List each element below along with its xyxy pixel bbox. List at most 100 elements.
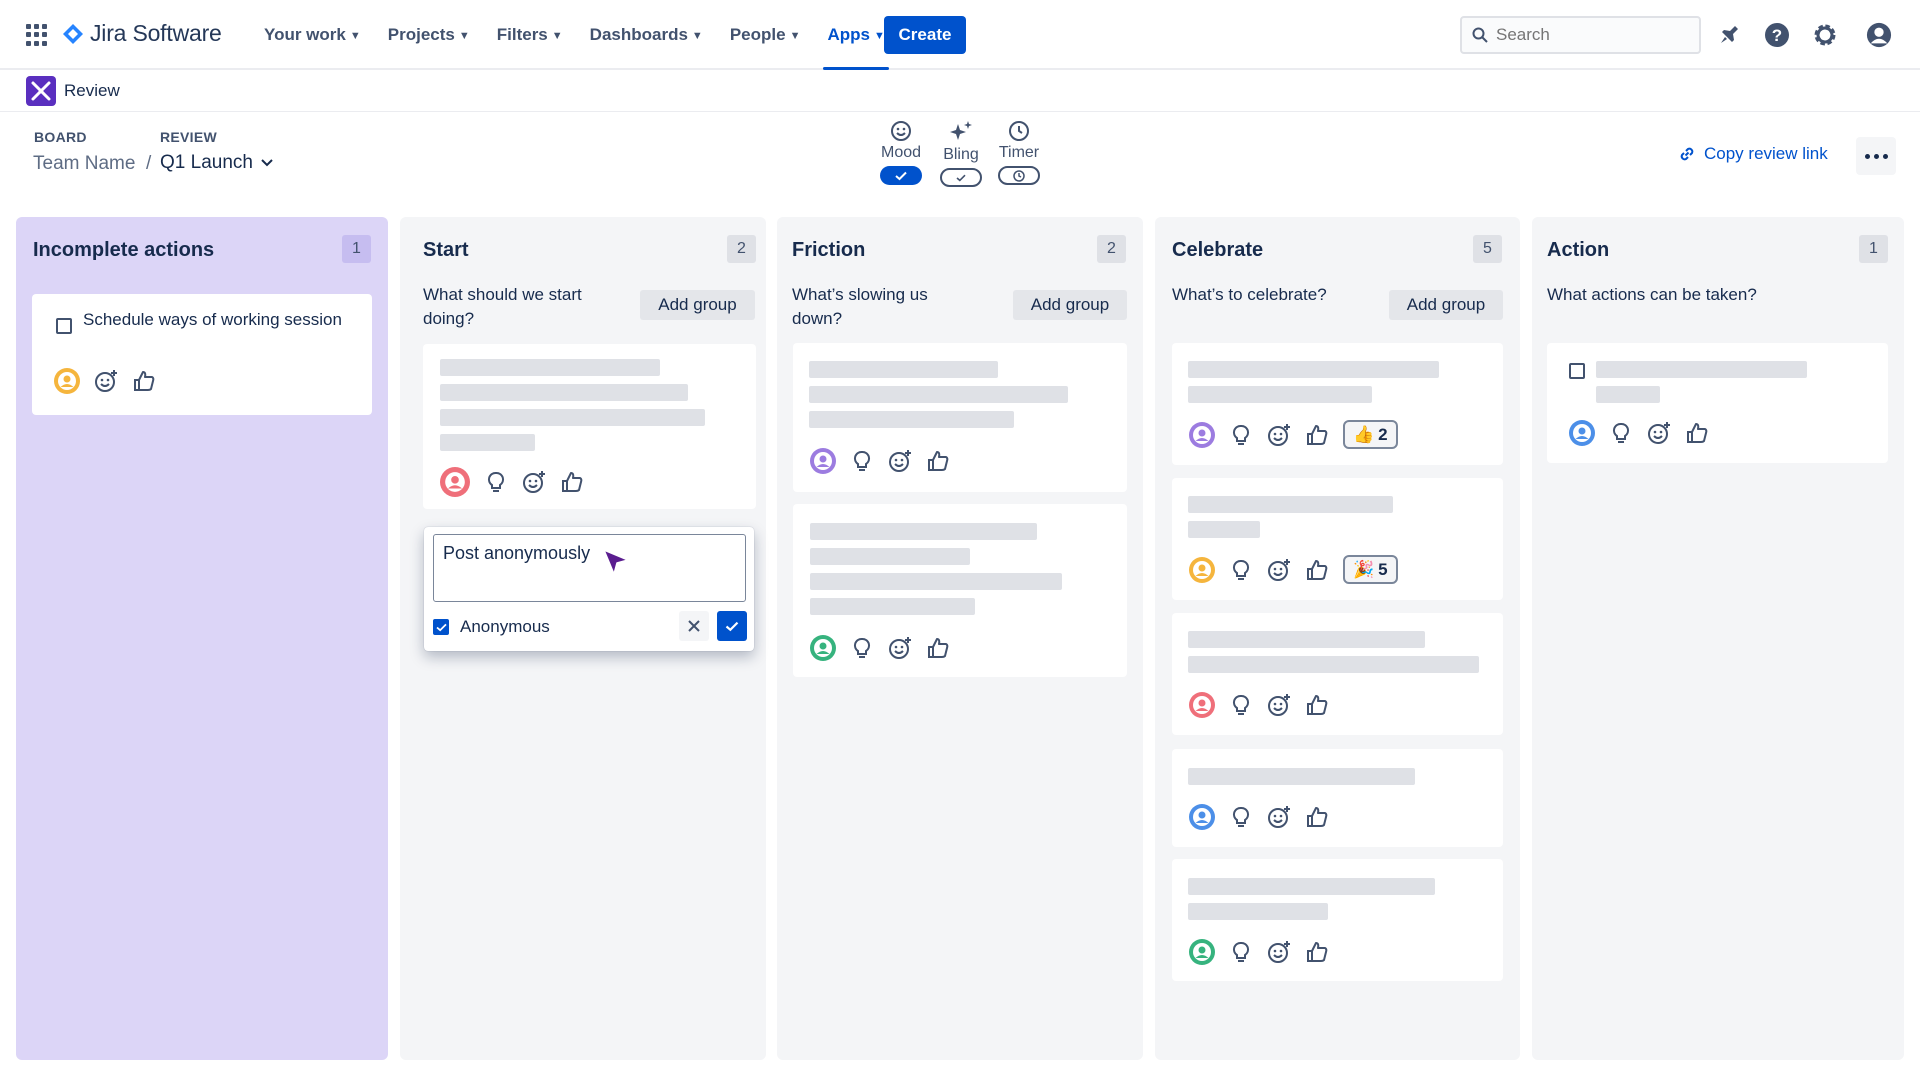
party-emoji: 🎉: [1353, 559, 1375, 579]
search-input[interactable]: [1496, 25, 1686, 45]
notification-icon[interactable]: [1716, 22, 1742, 48]
post-input[interactable]: Post anonymously: [433, 534, 746, 602]
add-reaction-icon[interactable]: [94, 369, 118, 393]
action-checkbox[interactable]: [56, 318, 72, 334]
thumbs-up-icon[interactable]: [1685, 421, 1709, 445]
column-celebrate: Celebrate 5 What’s to celebrate? Add gro…: [1155, 217, 1520, 1060]
user-icon: [814, 452, 832, 470]
review-label: REVIEW: [160, 129, 218, 145]
column-incomplete-actions: Incomplete actions 1 Schedule ways of wo…: [16, 217, 388, 1060]
add-group-button[interactable]: Add group: [1013, 290, 1127, 320]
retro-card[interactable]: [1172, 859, 1503, 981]
thumbs-up-icon[interactable]: [926, 636, 950, 660]
nav-filters[interactable]: Filters ▼: [496, 25, 563, 44]
action-card[interactable]: [1547, 343, 1888, 463]
cancel-button[interactable]: [679, 611, 709, 641]
add-reaction-icon[interactable]: [1647, 421, 1671, 445]
retro-card[interactable]: [423, 344, 756, 509]
add-reaction-icon[interactable]: [1267, 805, 1291, 829]
add-reaction-icon[interactable]: [1267, 558, 1291, 582]
nav-people[interactable]: People ▼: [729, 25, 801, 44]
settings-icon[interactable]: [1812, 22, 1838, 48]
lightbulb-icon[interactable]: [1229, 805, 1253, 829]
thumbs-up-icon[interactable]: [1305, 693, 1329, 717]
lightbulb-icon[interactable]: [1609, 421, 1633, 445]
more-dot-icon: [1873, 153, 1879, 159]
bling-tool[interactable]: Bling: [940, 120, 982, 187]
lightbulb-icon[interactable]: [850, 449, 874, 473]
create-button[interactable]: Create: [884, 16, 966, 54]
user-icon: [814, 639, 832, 657]
nav-dashboards[interactable]: Dashboards ▼: [589, 25, 703, 44]
add-reaction-icon[interactable]: [1267, 940, 1291, 964]
anonymous-checkbox[interactable]: [433, 619, 449, 635]
card-actions: [1569, 420, 1709, 446]
lightbulb-icon[interactable]: [850, 636, 874, 660]
copy-review-link[interactable]: Copy review link: [1678, 144, 1828, 164]
bling-toggle[interactable]: [940, 168, 982, 187]
thumbs-up-icon[interactable]: [132, 369, 156, 393]
card-actions: [810, 635, 950, 661]
team-name-link[interactable]: Team Name: [33, 153, 136, 174]
retro-card[interactable]: [793, 343, 1127, 492]
lightbulb-icon[interactable]: [1229, 423, 1253, 447]
retro-card[interactable]: 🎉 5: [1172, 478, 1503, 600]
clock-icon: [1013, 169, 1025, 182]
thumbs-up-icon[interactable]: [560, 470, 584, 494]
action-checkbox[interactable]: [1569, 363, 1585, 379]
chevron-down-icon: ▼: [691, 30, 703, 42]
nav-your-work[interactable]: Your work ▼: [264, 25, 361, 44]
action-card[interactable]: Schedule ways of working session: [32, 294, 372, 415]
reaction-badge[interactable]: 🎉 5: [1343, 555, 1398, 584]
add-reaction-icon[interactable]: [888, 449, 912, 473]
project-title[interactable]: Review: [64, 81, 120, 100]
check-icon: [895, 171, 907, 180]
review-selector[interactable]: Q1 Launch: [160, 152, 273, 174]
more-actions-button[interactable]: [1856, 137, 1896, 175]
profile-icon[interactable]: [1866, 22, 1892, 48]
placeholder-line: [440, 434, 535, 451]
board-label: BOARD: [34, 129, 87, 145]
thumbs-up-icon[interactable]: [1305, 805, 1329, 829]
mood-tool[interactable]: Mood: [880, 120, 922, 185]
help-icon[interactable]: ?: [1764, 22, 1790, 48]
add-reaction-icon[interactable]: [1267, 693, 1291, 717]
add-group-button[interactable]: Add group: [640, 290, 755, 320]
app-switcher-icon[interactable]: [26, 24, 48, 46]
timer-toggle[interactable]: [998, 166, 1040, 185]
reaction-count: 2: [1378, 424, 1388, 444]
placeholder-line: [1188, 496, 1393, 513]
app-name: Jira Software: [90, 20, 222, 46]
review-app-logo[interactable]: [26, 76, 56, 106]
avatar: [440, 467, 470, 497]
thumbs-up-icon[interactable]: [1305, 558, 1329, 582]
confirm-button[interactable]: [717, 611, 747, 641]
thumbs-up-icon[interactable]: [1305, 423, 1329, 447]
thumbs-up-icon[interactable]: [926, 449, 950, 473]
jira-logo[interactable]: Jira Software: [62, 20, 222, 47]
add-group-button[interactable]: Add group: [1389, 290, 1503, 320]
top-navigation: Jira Software Your work ▼ Projects ▼ Filte…: [0, 0, 1920, 70]
column-title: Start: [423, 239, 469, 261]
search-box[interactable]: [1460, 16, 1701, 54]
thumbs-up-icon[interactable]: [1305, 940, 1329, 964]
lightbulb-icon[interactable]: [484, 470, 508, 494]
bling-label: Bling: [943, 146, 979, 163]
retro-card[interactable]: [1172, 749, 1503, 847]
reaction-badge[interactable]: 👍 2: [1343, 420, 1398, 449]
add-reaction-icon[interactable]: [1267, 423, 1291, 447]
mood-toggle[interactable]: [880, 166, 922, 185]
column-description: What actions can be taken?: [1547, 285, 1757, 304]
nav-projects[interactable]: Projects ▼: [387, 25, 470, 44]
lightbulb-icon[interactable]: [1229, 940, 1253, 964]
retro-card[interactable]: [793, 504, 1127, 677]
timer-tool[interactable]: Timer: [998, 120, 1040, 185]
retro-card[interactable]: 👍 2: [1172, 343, 1503, 465]
lightbulb-icon[interactable]: [1229, 693, 1253, 717]
anonymous-label[interactable]: Anonymous: [460, 617, 550, 636]
add-reaction-icon[interactable]: [888, 636, 912, 660]
nav-apps[interactable]: Apps ▼: [823, 0, 890, 70]
add-reaction-icon[interactable]: [522, 470, 546, 494]
lightbulb-icon[interactable]: [1229, 558, 1253, 582]
retro-card[interactable]: [1172, 613, 1503, 735]
